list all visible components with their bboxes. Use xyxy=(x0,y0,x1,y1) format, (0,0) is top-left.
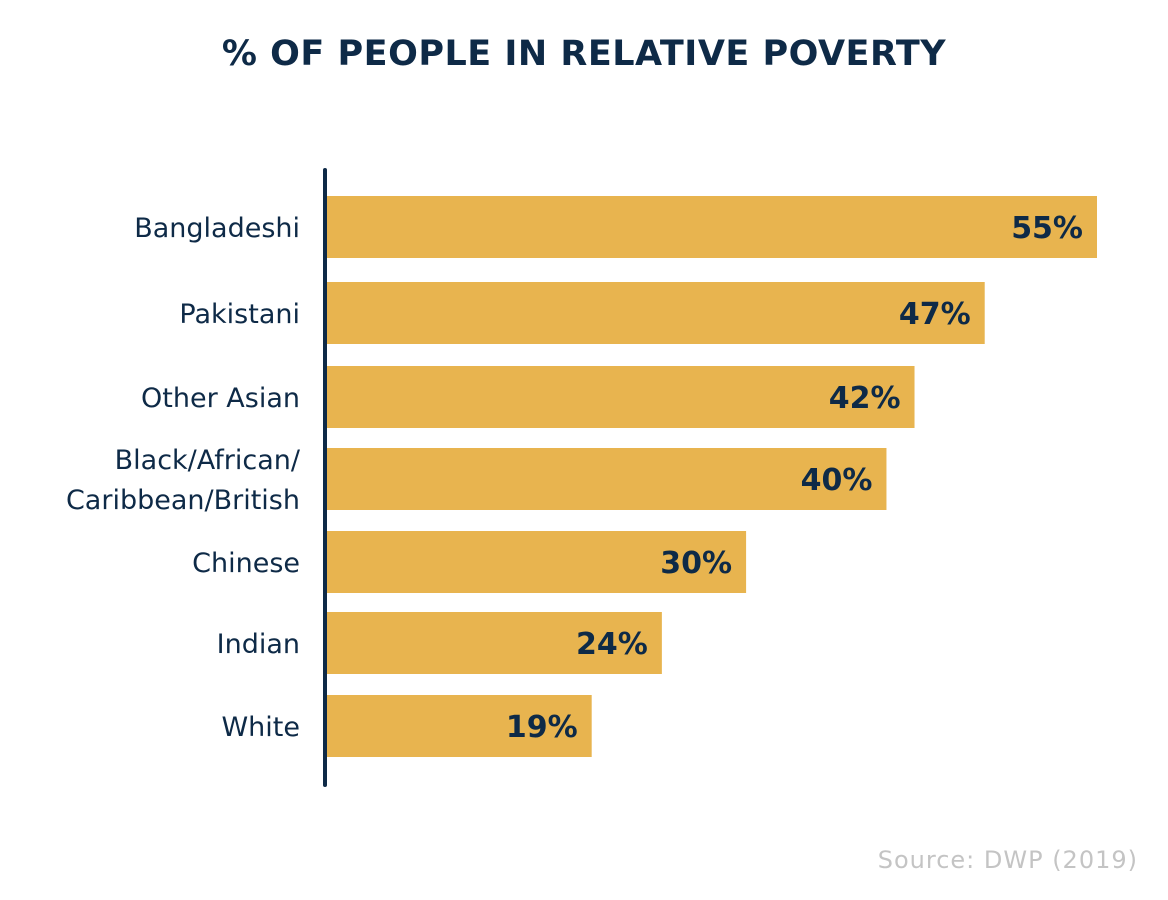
bar xyxy=(325,695,592,757)
category-label: White xyxy=(221,712,300,743)
value-label: 42% xyxy=(829,381,901,416)
value-label: 24% xyxy=(576,627,648,662)
category-label: Black/African/Caribbean/British xyxy=(66,445,301,516)
bar xyxy=(325,448,887,510)
value-label: 47% xyxy=(899,297,971,332)
bar xyxy=(325,196,1097,258)
chart-title: % OF PEOPLE IN RELATIVE POVERTY xyxy=(221,34,947,74)
category-label: Pakistani xyxy=(179,299,300,330)
value-label: 55% xyxy=(1011,211,1083,246)
value-label: 40% xyxy=(801,463,873,498)
category-label: Bangladeshi xyxy=(134,213,300,244)
category-label: Chinese xyxy=(192,548,300,579)
source-note: Source: DWP (2019) xyxy=(877,846,1138,874)
bar xyxy=(325,282,985,344)
value-label: 30% xyxy=(660,546,732,581)
category-label: Other Asian xyxy=(141,383,300,414)
bar xyxy=(325,612,662,674)
bar xyxy=(325,531,747,593)
category-label: Indian xyxy=(217,629,300,660)
value-label: 19% xyxy=(506,710,578,745)
bar xyxy=(325,366,915,428)
